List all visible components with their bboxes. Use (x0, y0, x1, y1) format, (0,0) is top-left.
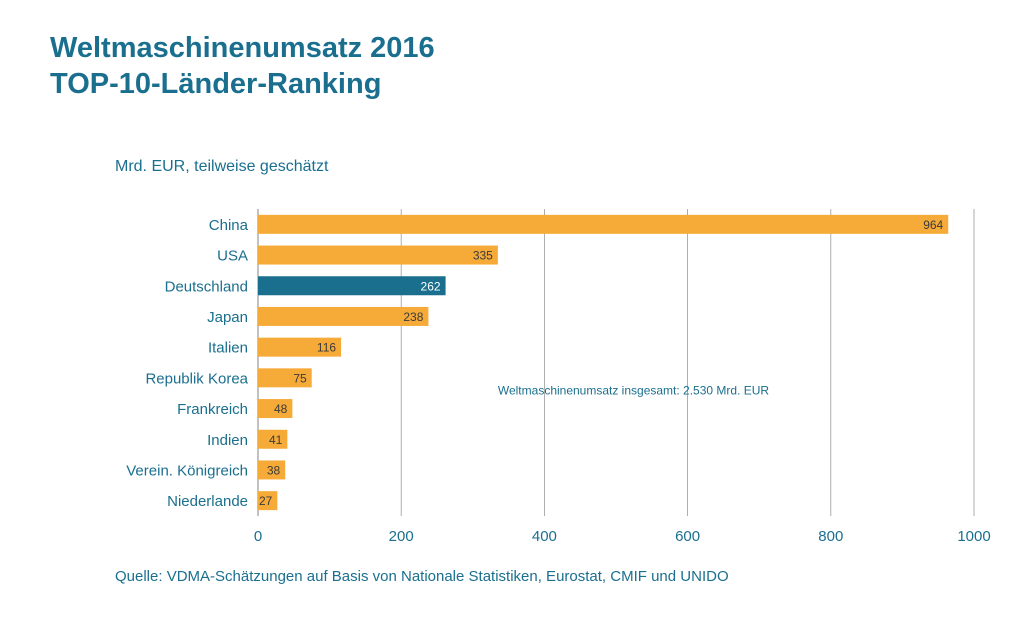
bar (258, 399, 293, 419)
x-tick-label: 0 (254, 528, 262, 545)
category-label: Verein. Königreich (126, 462, 248, 479)
title-line-1: Weltmaschinenumsatz 2016 (50, 32, 435, 64)
bar-value-label: 75 (293, 371, 307, 385)
bar (258, 429, 288, 449)
bar (258, 337, 342, 357)
x-tick-label: 1000 (957, 528, 990, 545)
bar (258, 460, 286, 480)
category-label: Italien (208, 340, 248, 357)
bar-value-label: 41 (269, 433, 283, 447)
category-label: Japan (207, 309, 248, 326)
x-tick-label: 600 (675, 528, 700, 545)
bar (258, 368, 312, 388)
chart-title: Weltmaschinenumsatz 2016 TOP-10-Länder-R… (50, 30, 435, 102)
bar-value-label: 238 (403, 310, 423, 324)
category-label: Niederlande (167, 493, 248, 510)
bar-value-label: 335 (473, 249, 493, 263)
bar (258, 214, 949, 234)
category-label: Republik Korea (145, 370, 248, 387)
x-axis-ticks: 0 200 400 600 800 1000 (254, 528, 991, 545)
category-labels: China USA Deutschland Japan Italien Republik … (126, 217, 248, 510)
bar (258, 306, 429, 326)
bar-value-label: 27 (259, 494, 273, 508)
category-label: USA (217, 248, 248, 265)
bar (258, 245, 498, 265)
bars: 964 335 262 238 116 75 48 41 38 27 (258, 214, 949, 511)
x-tick-label: 400 (532, 528, 557, 545)
bar-value-label: 38 (267, 463, 281, 477)
bar-value-label: 262 (421, 279, 441, 293)
bar-value-label: 116 (317, 341, 336, 355)
x-tick-label: 800 (818, 528, 843, 545)
unit-label: Mrd. EUR, teilweise geschätzt (115, 158, 329, 175)
bar-value-label: 48 (274, 402, 288, 416)
category-label: Deutschland (165, 278, 248, 295)
bar (258, 276, 446, 296)
bar-value-label: 964 (923, 218, 943, 232)
category-label: China (209, 217, 249, 234)
title-line-2: TOP-10-Länder-Ranking (50, 68, 382, 100)
source-note: Quelle: VDMA-Schätzungen auf Basis von N… (115, 568, 729, 585)
category-label: Indien (207, 432, 248, 449)
total-annotation: Weltmaschinenumsatz insgesamt: 2.530 Mrd… (498, 384, 770, 398)
bar (258, 491, 278, 511)
x-tick-label: 200 (389, 528, 414, 545)
category-label: Frankreich (177, 401, 248, 418)
